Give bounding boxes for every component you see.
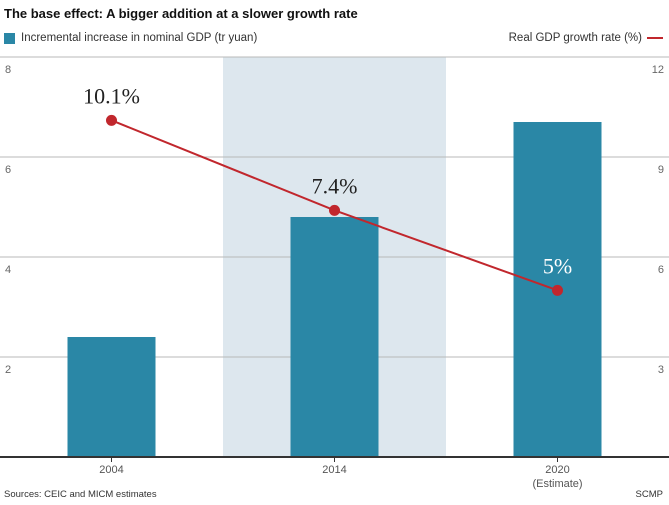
x-axis-sublabel-2020: (Estimate)	[532, 478, 582, 490]
growth-rate-point-2014	[329, 204, 340, 216]
bar-legend-swatch	[4, 32, 15, 44]
x-axis-label-2014: 2014	[322, 464, 346, 476]
right-axis-tick-label: 9	[658, 164, 664, 176]
bar-legend-label: Incremental increase in nominal GDP (tr …	[21, 32, 258, 44]
line-legend-label: Real GDP growth rate (%)	[508, 32, 642, 44]
growth-rate-point-2020	[552, 284, 563, 296]
growth-rate-point-2004	[106, 114, 117, 126]
left-axis-tick-label: 4	[5, 264, 11, 276]
source-note: Sources: CEIC and MICM estimates	[4, 489, 157, 500]
credit-note: SCMP	[635, 489, 663, 500]
bar-2004	[67, 337, 156, 457]
chart-title: The base effect: A bigger addition at a …	[4, 6, 358, 21]
left-axis-tick-label: 8	[5, 64, 11, 76]
bar-2014	[290, 217, 379, 457]
right-axis-tick-label: 6	[658, 264, 664, 276]
growth-rate-label-2020: 5%	[543, 253, 572, 278]
left-axis-tick-label: 2	[5, 364, 11, 376]
growth-rate-label-2004: 10.1%	[83, 83, 140, 108]
right-axis-tick-label: 12	[652, 64, 664, 76]
line-legend-swatch	[647, 37, 663, 39]
line-legend: Real GDP growth rate (%)	[509, 32, 663, 44]
left-axis-tick-label: 6	[5, 164, 11, 176]
bar-legend: Incremental increase in nominal GDP (tr …	[4, 32, 257, 44]
growth-rate-label-2014: 7.4%	[312, 173, 358, 198]
x-axis-label-2020: 2020	[545, 464, 569, 476]
right-axis-tick-label: 3	[658, 364, 664, 376]
x-axis-label-2004: 2004	[99, 464, 123, 476]
